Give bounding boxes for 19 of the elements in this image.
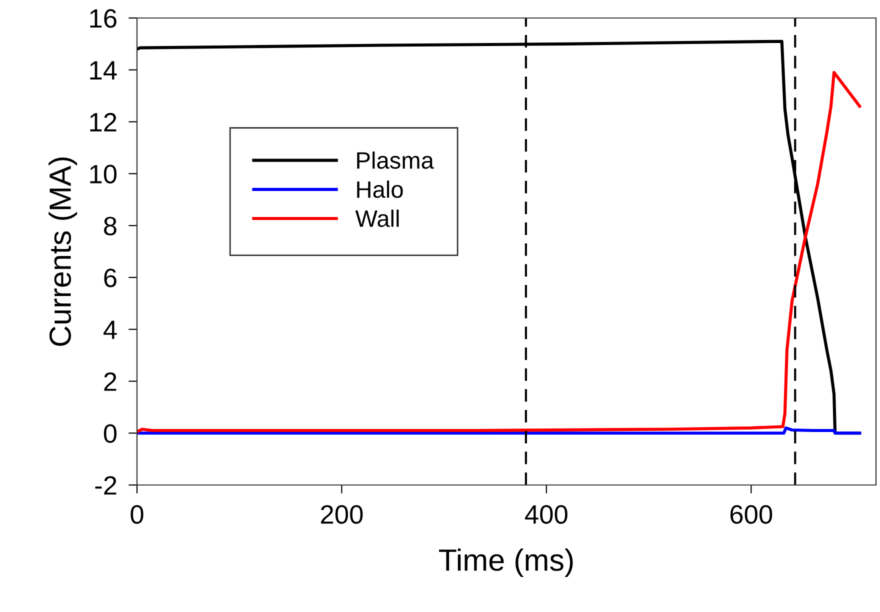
y-tick-label: 14 xyxy=(90,61,117,80)
y-tick-label: 2 xyxy=(104,372,116,391)
y-tick-label: 6 xyxy=(104,268,116,288)
x-tick-label: 400 xyxy=(525,505,568,524)
y-tick-label: 16 xyxy=(90,9,116,28)
y-tick-label: 4 xyxy=(103,320,117,339)
y-tick-label: -2 xyxy=(95,476,116,495)
legend-label: Plasma xyxy=(357,151,434,169)
y-axis-title: Currents (MA) xyxy=(48,157,78,346)
y-tick-label: 0 xyxy=(104,424,117,443)
x-tick-label: 600 xyxy=(730,505,772,524)
x-tick-label: 0 xyxy=(130,505,144,524)
y-tick-label: 10 xyxy=(90,164,117,184)
x-tick-label: 200 xyxy=(321,505,363,524)
legend-label: Halo xyxy=(357,180,403,198)
x-axis-title: Time (ms) xyxy=(439,548,573,577)
legend-label: Wall xyxy=(355,210,399,228)
y-tick-label: 12 xyxy=(90,112,116,132)
y-tick-label: 8 xyxy=(104,216,116,236)
